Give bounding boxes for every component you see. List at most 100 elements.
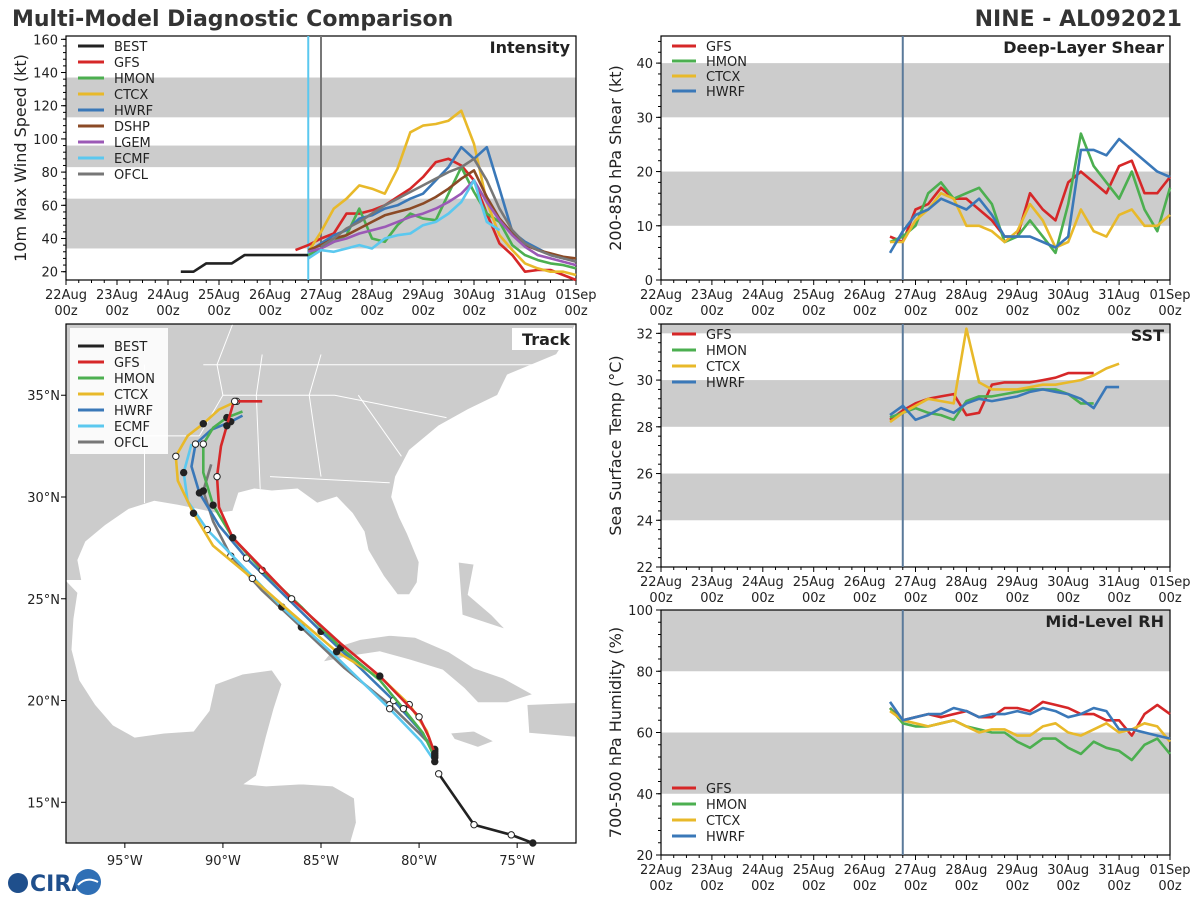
- rh-xtick-date: 25Aug: [793, 863, 835, 878]
- intensity-ytick-label: 40: [41, 233, 58, 248]
- shear-band-0: [661, 171, 1170, 226]
- track-point-best: [434, 770, 443, 778]
- shear-xtick-date: 27Aug: [895, 288, 937, 303]
- intensity-legend-label: HMON: [114, 72, 155, 87]
- shear-xtick-date: 31Aug: [1098, 288, 1140, 303]
- sst-series-hwrf: [889, 385, 1120, 422]
- rh-xtick-hour: 00z: [904, 879, 928, 894]
- track-xtick-label: 85°W: [303, 854, 339, 869]
- intensity-ytick-label: 20: [41, 266, 58, 281]
- track-panel-title: Track: [522, 330, 570, 349]
- shear-xtick-hour: 00z: [1057, 304, 1081, 319]
- track-point-gfs: [213, 472, 221, 481]
- sst-xtick-hour: 00z: [1057, 591, 1081, 606]
- shear-xtick-hour: 00z: [1107, 304, 1131, 319]
- shear-legend-label: HWRF: [706, 85, 745, 100]
- sst-xtick-date: 25Aug: [793, 575, 835, 590]
- logo-globe-icon: [8, 873, 28, 893]
- intensity-ytick-label: 80: [41, 166, 58, 181]
- sst-ytick-label: 32: [636, 327, 653, 342]
- sst-ytick-label: 30: [636, 374, 653, 389]
- intensity-xtick-date: 28Aug: [351, 288, 393, 303]
- track-point-ecmf: [179, 468, 188, 477]
- intensity-legend-label: LGEM: [114, 136, 151, 151]
- figure-title: Multi-Model Diagnostic Comparison: [12, 7, 453, 32]
- rh-xtick-date: 01Sep: [1149, 863, 1190, 878]
- sst-xtick-date: 31Aug: [1098, 575, 1140, 590]
- rh-xtick-date: 22Aug: [640, 863, 682, 878]
- shear-xtick-date: 24Aug: [742, 288, 784, 303]
- track-point-gfs: [223, 422, 231, 430]
- land-jamaica: [449, 730, 495, 748]
- shear-ytick-label: 10: [636, 220, 653, 235]
- rh-ytick-label: 80: [636, 665, 653, 680]
- sst-xtick-date: 24Aug: [742, 575, 784, 590]
- shear-ytick-label: 30: [636, 111, 653, 126]
- shear-ytick-label: 40: [636, 57, 653, 72]
- rh-ytick-label: 100: [628, 604, 653, 619]
- sst-series-hmon: [889, 388, 1094, 422]
- intensity-legend-label: BEST: [114, 40, 147, 55]
- intensity-xtick-hour: 00z: [156, 304, 180, 319]
- intensity-ytick-label: 120: [33, 100, 58, 115]
- rh-series-gfs: [889, 700, 1171, 737]
- shear-xtick-date: 28Aug: [945, 288, 987, 303]
- intensity-series-ofcl: [320, 157, 577, 263]
- sst-series-ctcx: [889, 327, 1120, 424]
- track-ytick-label: 15°N: [27, 796, 60, 811]
- sst-xtick-date: 01Sep: [1149, 575, 1190, 590]
- shear-series-ctcx: [890, 191, 1171, 249]
- intensity-legend-label: GFS: [114, 56, 140, 71]
- track-point-best: [507, 831, 515, 839]
- shear-ytick-label: 20: [636, 166, 653, 181]
- track-legend-label: BEST: [114, 340, 147, 355]
- track-point-gfs: [229, 534, 237, 542]
- intensity-ytick-label: 140: [33, 67, 58, 82]
- sst-xtick-date: 29Aug: [996, 575, 1038, 590]
- rh-ytick-label: 60: [636, 727, 653, 742]
- rh-xtick-hour: 00z: [700, 879, 724, 894]
- intensity-xtick-date: 23Aug: [96, 288, 138, 303]
- sst-xtick-hour: 00z: [700, 591, 724, 606]
- intensity-xtick-hour: 00z: [207, 304, 231, 319]
- rh-legend-label: HWRF: [706, 830, 745, 845]
- intensity-legend-label: OFCL: [114, 168, 149, 183]
- logo-wave-icon: [75, 869, 101, 895]
- rh-xtick-hour: 00z: [1006, 879, 1030, 894]
- track-point-gfs: [376, 672, 384, 680]
- rh-xtick-hour: 00z: [802, 879, 826, 894]
- intensity-series-ctcx: [307, 109, 577, 277]
- rh-xtick-date: 26Aug: [844, 863, 886, 878]
- sst-xtick-hour: 00z: [1006, 591, 1030, 606]
- cira-logo: CIRA: [8, 869, 101, 897]
- intensity-xtick-hour: 00z: [411, 304, 435, 319]
- track-point-ctcx: [189, 509, 198, 517]
- track-line-best: [437, 773, 534, 845]
- shear-series-hwrf: [888, 137, 1171, 254]
- storm-id: NINE - AL092021: [975, 7, 1182, 32]
- sst-xtick-date: 30Aug: [1047, 575, 1089, 590]
- shear-xtick-date: 22Aug: [640, 288, 682, 303]
- intensity-xtick-date: 31Aug: [504, 288, 546, 303]
- intensity-legend-label: DSHP: [114, 120, 150, 135]
- track-legend-label: ECMF: [114, 420, 150, 435]
- sst-band-2: [661, 324, 1170, 334]
- intensity-xtick-hour: 00z: [105, 304, 129, 319]
- sst-xtick-hour: 00z: [802, 591, 826, 606]
- shear-xtick-hour: 00z: [751, 304, 775, 319]
- shear-xtick-hour: 00z: [1158, 304, 1182, 319]
- rh-band-1: [661, 610, 1170, 672]
- shear-xtick-hour: 00z: [904, 304, 928, 319]
- track-line-gfs: [215, 399, 437, 754]
- rh-legend-label: GFS: [706, 782, 732, 797]
- rh-ytick-label: 20: [636, 849, 653, 864]
- intensity-xtick-date: 29Aug: [402, 288, 444, 303]
- rh-legend-label: CTCX: [706, 814, 740, 829]
- rh-legend-label: HMON: [706, 798, 747, 813]
- sst-xtick-hour: 00z: [853, 591, 877, 606]
- track-point-ctcx: [248, 574, 257, 583]
- sst-xtick-hour: 00z: [1107, 591, 1131, 606]
- track-point-gfs: [287, 595, 296, 603]
- intensity-ytick-label: 160: [33, 33, 58, 48]
- shear-series-hmon: [889, 132, 1172, 255]
